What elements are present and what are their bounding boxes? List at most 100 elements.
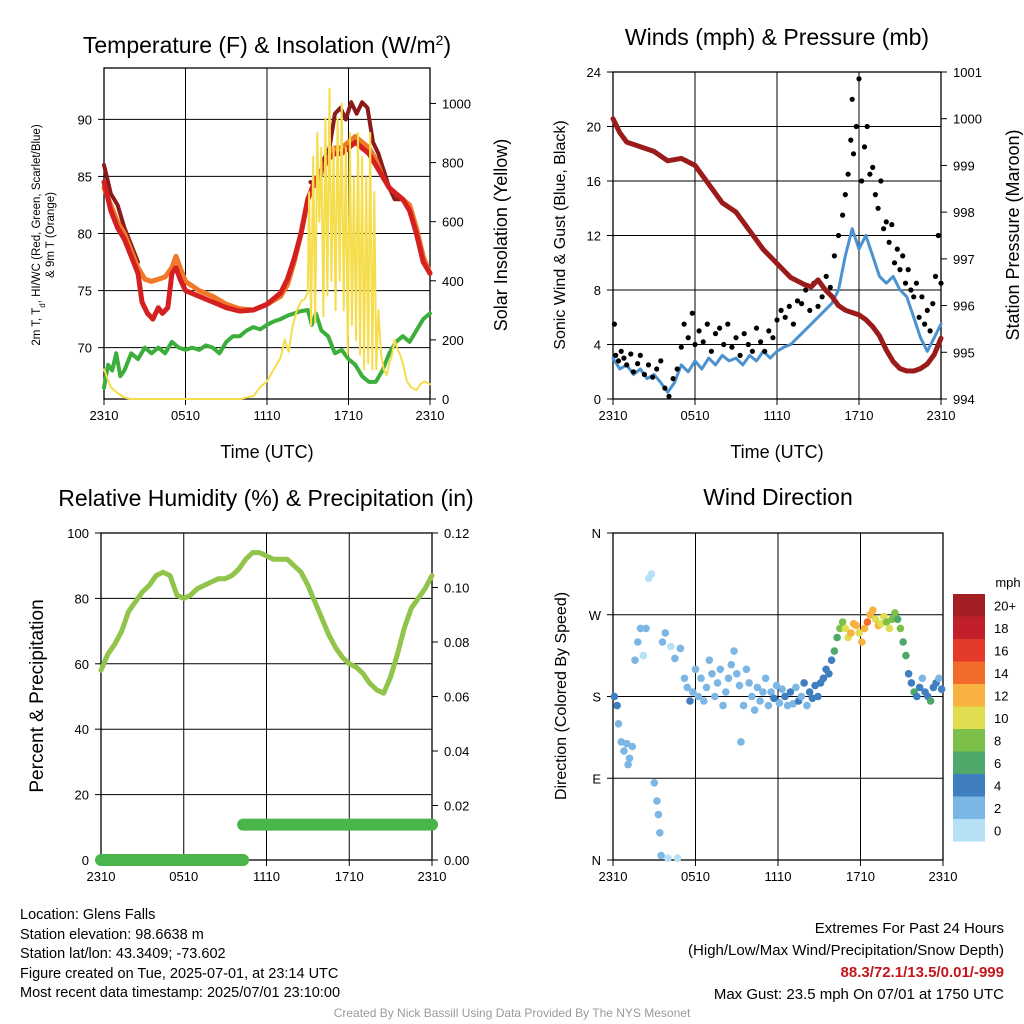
direction-point bbox=[814, 692, 822, 701]
y-right-tick-label: 600 bbox=[442, 215, 464, 230]
direction-point bbox=[671, 654, 679, 663]
y-tick-label: 60 bbox=[75, 657, 89, 672]
y-right-tick-label: 0.06 bbox=[444, 690, 469, 705]
y-right-tick-label: 994 bbox=[953, 392, 975, 407]
direction-point bbox=[634, 638, 642, 646]
direction-point bbox=[656, 829, 664, 837]
gust-point bbox=[654, 366, 660, 372]
gust-point bbox=[803, 287, 809, 293]
y-tick-label: 8 bbox=[594, 283, 601, 298]
gust-point bbox=[774, 317, 780, 323]
gust-point bbox=[905, 267, 911, 273]
x-tick-label: 0510 bbox=[681, 408, 710, 423]
y-tick-label: 100 bbox=[67, 526, 89, 541]
gust-point bbox=[849, 96, 855, 102]
colorbar-label: 8 bbox=[994, 733, 1001, 748]
direction-point bbox=[713, 679, 722, 687]
colorbar-unit: mph bbox=[995, 575, 1020, 590]
series-line-1 bbox=[102, 163, 140, 264]
direction-point bbox=[683, 683, 692, 692]
direction-point bbox=[797, 692, 806, 701]
direction-point bbox=[913, 692, 921, 701]
gust-point bbox=[662, 385, 668, 391]
y-right-tick-label: 0.02 bbox=[444, 799, 469, 814]
direction-point bbox=[745, 679, 753, 687]
direction-point bbox=[620, 747, 628, 755]
gust-point bbox=[753, 325, 760, 331]
series-line-6 bbox=[103, 87, 431, 400]
direction-point bbox=[624, 760, 632, 769]
gust-point bbox=[650, 374, 656, 380]
y-right-tick-label: 998 bbox=[953, 205, 975, 220]
direction-point bbox=[800, 679, 808, 687]
direction-point bbox=[691, 665, 700, 674]
gust-point bbox=[840, 212, 846, 218]
x-axis-label: Time (UTC) bbox=[730, 442, 823, 462]
x-tick-label: 0510 bbox=[169, 869, 198, 884]
gust-point bbox=[685, 335, 691, 341]
direction-point bbox=[836, 624, 844, 633]
gust-point bbox=[861, 144, 868, 150]
colorbar-swatch bbox=[953, 594, 985, 617]
direction-point bbox=[863, 618, 872, 626]
x-tick-label: 2310 bbox=[416, 408, 445, 423]
gust-point bbox=[853, 123, 859, 130]
colorbar-swatch bbox=[953, 616, 985, 639]
colorbar-swatch bbox=[953, 819, 985, 842]
gust-point bbox=[717, 325, 723, 331]
direction-point bbox=[852, 621, 861, 630]
x-tick-label: 1110 bbox=[765, 869, 792, 884]
y-tick-label: E bbox=[592, 771, 601, 786]
direction-point bbox=[888, 615, 896, 624]
direction-point bbox=[772, 681, 781, 690]
gust-point bbox=[927, 328, 933, 334]
gust-point bbox=[658, 358, 664, 364]
y-right-tick-label: 0 bbox=[442, 392, 449, 407]
gust-point bbox=[624, 362, 630, 368]
gust-point bbox=[799, 301, 805, 307]
colorbar-label: 18 bbox=[994, 621, 1008, 636]
direction-point bbox=[907, 679, 916, 687]
gust-point bbox=[856, 76, 862, 82]
gust-point bbox=[864, 123, 870, 130]
direction-point bbox=[918, 674, 927, 683]
gust-point bbox=[615, 358, 622, 364]
gust-point bbox=[790, 321, 797, 327]
direction-point bbox=[639, 651, 648, 660]
direction-point bbox=[708, 670, 716, 678]
x-tick-label: 1710 bbox=[334, 408, 363, 423]
extremes-subtitle: (High/Low/Max Wind/Precipitation/Snow De… bbox=[688, 942, 1004, 959]
gust-point bbox=[932, 273, 939, 279]
station-info: Location: Glens Falls Station elevation:… bbox=[20, 906, 340, 1004]
y-axis-label-left: Sonic Wind & Gust (Blue, Black) bbox=[552, 120, 569, 349]
x-tick-label: 2310 bbox=[599, 408, 628, 423]
y-tick-label: N bbox=[592, 526, 601, 541]
direction-point bbox=[625, 754, 634, 763]
gust-point bbox=[637, 352, 643, 358]
gust-point bbox=[894, 246, 900, 252]
direction-point bbox=[893, 615, 902, 624]
gust-point bbox=[859, 178, 865, 184]
colorbar-swatch bbox=[953, 684, 985, 707]
gust-point bbox=[922, 321, 928, 327]
direction-point bbox=[926, 697, 935, 705]
colorbar-label: 2 bbox=[994, 801, 1001, 816]
x-tick-label: 0510 bbox=[681, 869, 710, 884]
direction-point bbox=[803, 701, 811, 710]
direction-point bbox=[636, 624, 645, 633]
y-right-tick-label: 400 bbox=[442, 274, 464, 289]
direction-point bbox=[775, 699, 784, 707]
x-tick-label: 2310 bbox=[927, 408, 956, 423]
gust-point bbox=[782, 314, 788, 320]
gust-point bbox=[725, 321, 731, 327]
direction-point bbox=[653, 797, 661, 805]
y-tick-label: 12 bbox=[587, 229, 601, 244]
direction-point bbox=[833, 633, 841, 642]
gust-point bbox=[819, 294, 825, 300]
chart-title: Relative Humidity (%) & Precipitation (i… bbox=[58, 485, 473, 511]
y-tick-label: N bbox=[592, 853, 601, 868]
gust-point bbox=[815, 303, 821, 309]
x-axis-label: Time (UTC) bbox=[220, 442, 313, 462]
gust-point bbox=[708, 348, 715, 354]
